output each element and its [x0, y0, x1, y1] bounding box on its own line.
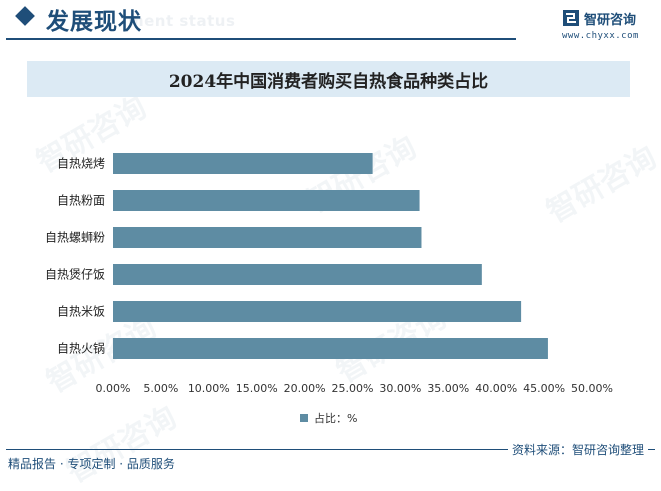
bar-0	[113, 153, 373, 174]
header: ment status 发展现状 智研咨询 www.chyxx.com	[0, 0, 661, 44]
chart-title: 2024年中国消费者购买自热食品种类占比	[168, 71, 489, 92]
chart-title-band: 2024年中国消费者购买自热食品种类占比	[27, 61, 630, 97]
x-tick-label: 35.00%	[427, 382, 469, 395]
x-tick-label: 10.00%	[188, 382, 230, 395]
x-tick-label: 5.00%	[143, 382, 178, 395]
section-title: 发展现状	[46, 8, 142, 35]
category-label: 自热粉面	[57, 194, 105, 208]
footer-source: 资料来源：智研咨询整理	[508, 441, 649, 458]
footer-tagline: 精品报告 · 专项定制 · 品质服务	[8, 457, 175, 471]
bar-1	[113, 190, 420, 211]
x-tick-label: 30.00%	[379, 382, 421, 395]
x-tick-label: 25.00%	[332, 382, 374, 395]
x-tick-label: 50.00%	[571, 382, 613, 395]
x-tick-label: 0.00%	[96, 382, 131, 395]
x-tick-label: 15.00%	[236, 382, 278, 395]
legend-label: 占比：%	[314, 412, 358, 425]
category-label: 自热烧烤	[57, 156, 105, 171]
brand-url: www.chyxx.com	[562, 31, 639, 41]
category-label: 自热火锅	[57, 341, 105, 356]
header-ghost-text: ment status	[128, 12, 236, 30]
category-label: 自热米饭	[57, 305, 105, 319]
bar-3	[113, 264, 482, 285]
header-divider	[6, 38, 516, 40]
legend-swatch	[300, 414, 308, 422]
x-tick-label: 20.00%	[284, 382, 326, 395]
category-label: 自热螺蛳粉	[45, 231, 105, 245]
brand-name: 智研咨询	[584, 13, 637, 28]
footer-divider	[6, 449, 655, 450]
bar-4	[113, 301, 522, 322]
bar-5	[113, 338, 548, 359]
x-tick-label: 40.00%	[475, 382, 517, 395]
brand-logo-icon	[563, 10, 579, 26]
category-label: 自热煲仔饭	[45, 267, 105, 282]
x-tick-label: 45.00%	[523, 382, 565, 395]
chart-legend: 占比：%	[300, 410, 357, 426]
bar-2	[113, 227, 422, 248]
